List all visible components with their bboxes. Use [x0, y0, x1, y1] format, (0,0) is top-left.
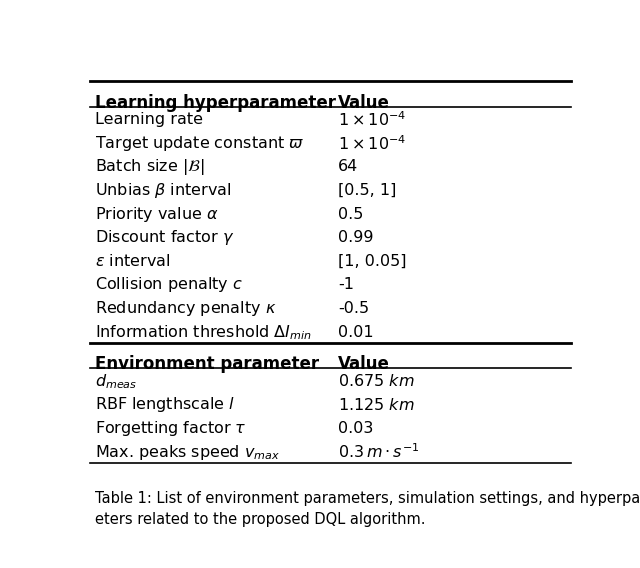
Text: Target update constant $\varpi$: Target update constant $\varpi$ — [95, 133, 304, 153]
Text: Batch size $|\mathcal{B}|$: Batch size $|\mathcal{B}|$ — [95, 157, 204, 177]
Text: 1.125 $km$: 1.125 $km$ — [338, 397, 415, 413]
Text: Table 1: List of environment parameters, simulation settings, and hyperparame-
e: Table 1: List of environment parameters,… — [95, 491, 640, 527]
Text: Learning hyperparameter: Learning hyperparameter — [95, 94, 336, 112]
Text: Max. peaks speed $v_{max}$: Max. peaks speed $v_{max}$ — [95, 442, 280, 462]
Text: Priority value $\alpha$: Priority value $\alpha$ — [95, 204, 218, 224]
Text: 0.01: 0.01 — [338, 325, 374, 340]
Text: $0.3\, m \cdot s^{-1}$: $0.3\, m \cdot s^{-1}$ — [338, 442, 419, 461]
Text: RBF lengthscale $l$: RBF lengthscale $l$ — [95, 395, 235, 414]
Text: Redundancy penalty $\kappa$: Redundancy penalty $\kappa$ — [95, 299, 276, 318]
Text: Forgetting factor $\tau$: Forgetting factor $\tau$ — [95, 419, 246, 438]
Text: Value: Value — [338, 356, 390, 373]
Text: $1 \times 10^{-4}$: $1 \times 10^{-4}$ — [338, 110, 406, 129]
Text: Collision penalty $c$: Collision penalty $c$ — [95, 275, 243, 294]
Text: Unbias $\beta$ interval: Unbias $\beta$ interval — [95, 181, 232, 200]
Text: $1 \times 10^{-4}$: $1 \times 10^{-4}$ — [338, 134, 406, 153]
Text: Discount factor $\gamma$: Discount factor $\gamma$ — [95, 228, 234, 247]
Text: 0.03: 0.03 — [338, 421, 373, 436]
Text: $\epsilon$ interval: $\epsilon$ interval — [95, 253, 170, 269]
Text: Learning rate: Learning rate — [95, 112, 203, 127]
Text: 64: 64 — [338, 160, 358, 174]
Text: Value: Value — [338, 94, 390, 112]
Text: $d_{meas}$: $d_{meas}$ — [95, 372, 137, 391]
Text: [0.5, 1]: [0.5, 1] — [338, 183, 396, 198]
Text: 0.5: 0.5 — [338, 207, 364, 222]
Text: 0.675 $km$: 0.675 $km$ — [338, 373, 415, 389]
Text: Information threshold $\Delta I_{min}$: Information threshold $\Delta I_{min}$ — [95, 323, 312, 341]
Text: -1: -1 — [338, 277, 354, 293]
Text: Environment parameter: Environment parameter — [95, 356, 319, 373]
Text: 0.99: 0.99 — [338, 230, 373, 245]
Text: [1, 0.05]: [1, 0.05] — [338, 254, 406, 269]
Text: -0.5: -0.5 — [338, 301, 369, 316]
